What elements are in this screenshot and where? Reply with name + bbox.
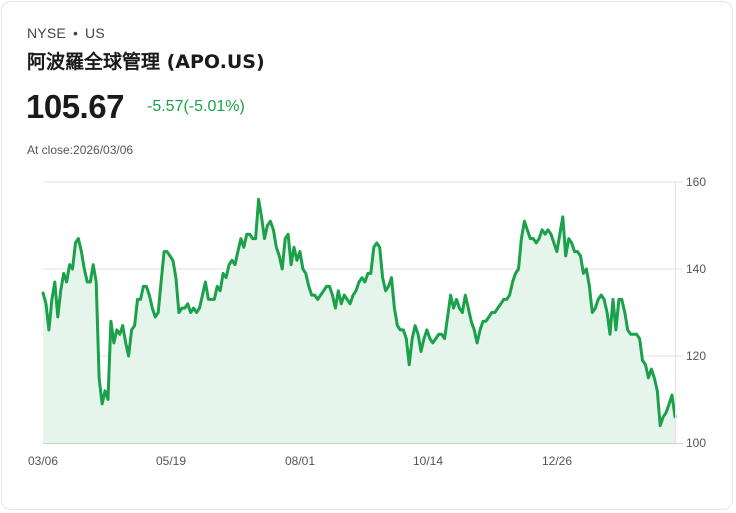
x-tick-label: 03/06 (28, 454, 58, 468)
region-name: US (85, 25, 105, 41)
price-area-fill (43, 199, 675, 443)
close-date-label: At close:2026/03/06 (27, 143, 134, 157)
separator-dot: • (72, 25, 79, 41)
price-change: -5.57(-5.01%) (147, 98, 245, 115)
exchange-name: NYSE (27, 25, 66, 41)
y-tick-label: 140 (686, 262, 706, 276)
stock-title: 阿波羅全球管理 (APO.US) (27, 51, 265, 73)
x-tick-label: 08/01 (285, 454, 315, 468)
price-line[interactable] (41, 197, 677, 428)
y-tick-label: 160 (686, 175, 706, 189)
x-axis-ticks: 03/06 05/19 08/01 10/14 12/26 (28, 454, 572, 468)
stock-price: 105.67 (26, 88, 124, 125)
y-tick-label: 100 (686, 436, 706, 450)
y-axis-ticks: 100 120 140 160 (686, 175, 706, 450)
y-tick-label: 120 (686, 349, 706, 363)
x-tick-label: 05/19 (156, 454, 186, 468)
x-tick-label: 10/14 (413, 454, 443, 468)
x-tick-label: 12/26 (542, 454, 572, 468)
exchange-line: NYSE • US (27, 25, 105, 41)
